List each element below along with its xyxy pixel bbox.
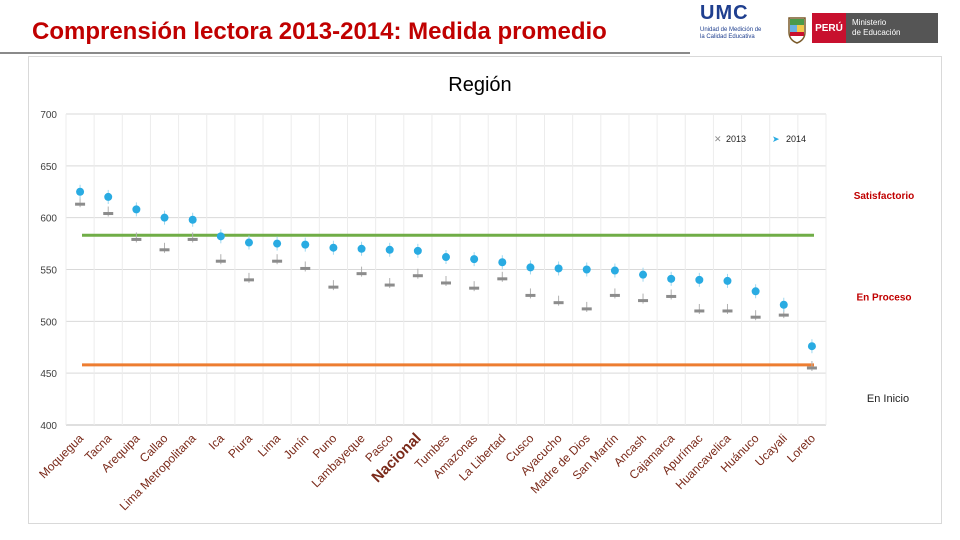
x-tick-label: Junín — [281, 431, 312, 462]
x-tick-label: Lima — [255, 431, 284, 460]
point-2014 — [76, 187, 85, 196]
point-2013 — [694, 309, 705, 313]
y-tick-label: 700 — [40, 110, 57, 121]
point-2013 — [75, 202, 86, 206]
umc-logo-subtitle: Unidad de Medición de la Calidad Educati… — [700, 27, 762, 40]
point-2013 — [778, 313, 789, 317]
chart-title: Región — [448, 74, 511, 96]
y-tick-label: 650 — [40, 162, 57, 173]
point-2014 — [132, 205, 141, 214]
chart-frame — [28, 56, 942, 524]
point-2014 — [526, 263, 535, 272]
title-divider — [0, 52, 690, 54]
legend-2013-icon: ✕ — [714, 134, 722, 144]
point-2014 — [695, 275, 704, 284]
point-2013 — [131, 237, 142, 241]
legend-2013-label: 2013 — [726, 134, 746, 144]
x-tick-label: Lambayeque — [309, 431, 368, 490]
point-2013 — [609, 293, 620, 297]
point-2014 — [779, 300, 788, 309]
point-2013 — [525, 293, 536, 297]
point-2014 — [498, 258, 507, 267]
peru-crest-icon — [788, 17, 806, 44]
peru-label: PERÚ — [812, 13, 846, 43]
y-tick-label: 400 — [40, 421, 57, 432]
point-2014 — [751, 287, 760, 296]
point-2014 — [216, 232, 225, 241]
point-2014 — [244, 238, 253, 247]
ministry-logo: PERÚ Ministerio de Educación — [812, 13, 938, 43]
legend-2014-label: 2014 — [786, 134, 806, 144]
point-2014 — [301, 240, 310, 249]
legend-2014-icon: ➤ — [772, 134, 780, 144]
y-tick-label: 500 — [40, 317, 57, 328]
umc-logo: UMC Unidad de Medición de la Calidad Edu… — [700, 2, 766, 50]
point-2013 — [328, 285, 339, 289]
level-label: En Proceso — [856, 292, 911, 303]
point-2014 — [413, 246, 422, 255]
point-2014 — [104, 192, 113, 201]
point-2013 — [300, 266, 311, 270]
ministry-text: Ministerio de Educación — [846, 13, 938, 43]
x-tick-label: Ucayali — [752, 431, 790, 469]
point-2014 — [385, 245, 394, 254]
point-2013 — [666, 294, 677, 298]
point-2014 — [273, 239, 282, 248]
point-2014 — [807, 342, 816, 351]
level-label: En Inicio — [867, 393, 909, 405]
point-2013 — [750, 315, 761, 319]
ministry-line-1: Ministerio — [852, 18, 887, 27]
umc-logo-text: UMC — [700, 2, 749, 24]
point-2014 — [610, 266, 619, 275]
point-2014 — [188, 215, 197, 224]
point-2013 — [441, 281, 451, 285]
point-2014 — [582, 265, 591, 274]
point-2014 — [639, 270, 648, 279]
point-2013 — [356, 272, 367, 276]
y-tick-label: 600 — [40, 214, 57, 225]
point-2013 — [187, 237, 198, 241]
x-tick-label: Loreto — [784, 431, 818, 465]
point-2013 — [215, 259, 226, 263]
point-2013 — [412, 274, 423, 278]
slide-title: Comprensión lectora 2013-2014: Medida pr… — [32, 18, 607, 45]
point-2013 — [384, 283, 395, 287]
point-2013 — [581, 307, 592, 311]
point-2014 — [470, 255, 479, 264]
point-2013 — [497, 277, 508, 281]
point-2013 — [243, 278, 254, 282]
x-tick-label: Ica — [206, 431, 227, 452]
ministry-line-2: de Educación — [852, 28, 901, 37]
point-2013 — [638, 299, 649, 303]
point-2013 — [159, 248, 170, 252]
point-2013 — [806, 366, 817, 370]
point-2014 — [723, 276, 732, 285]
point-2014 — [667, 274, 676, 283]
y-tick-label: 450 — [40, 369, 57, 380]
point-2013 — [553, 301, 564, 305]
x-tick-label: Piura — [225, 431, 255, 461]
point-2013 — [469, 286, 480, 290]
point-2014 — [442, 253, 450, 262]
point-2013 — [272, 259, 283, 263]
point-2014 — [160, 213, 169, 222]
point-2013 — [722, 309, 733, 313]
point-2014 — [554, 264, 563, 273]
point-2013 — [103, 212, 114, 216]
point-2014 — [329, 243, 338, 252]
x-tick-label: Moquegua — [36, 431, 86, 481]
level-label: Satisfactorio — [854, 191, 915, 202]
y-tick-label: 550 — [40, 266, 57, 277]
point-2014 — [357, 244, 366, 253]
